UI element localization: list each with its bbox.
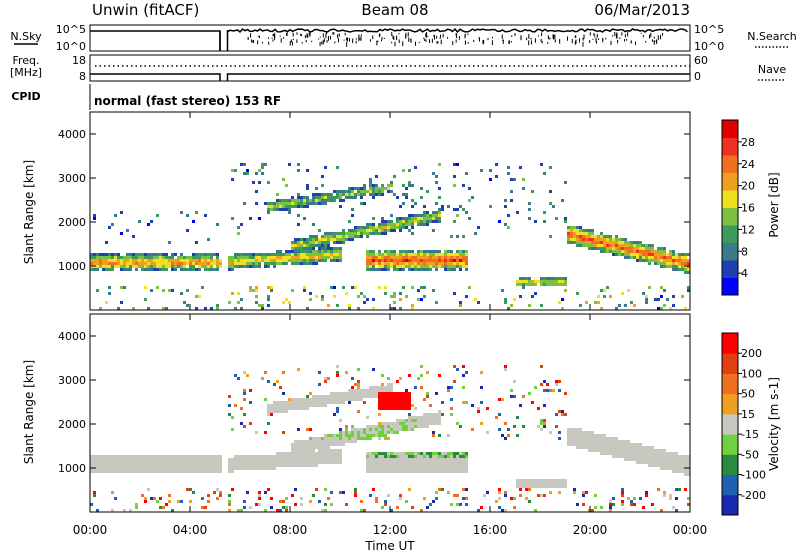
- colorbar-swatch: [722, 333, 738, 354]
- y-tick-label: 2000: [58, 418, 86, 431]
- colorbar-swatch: [722, 474, 738, 496]
- y-tick-label: 3000: [58, 374, 86, 387]
- colorbar-tick-label: 28: [741, 136, 755, 149]
- freq-right-tick-bottom: 0: [694, 70, 701, 83]
- x-axis-ticks: 00:00 04:00 08:00 12:00 16:00 20:00 00:00: [73, 112, 708, 537]
- x-tick-label: 12:00: [373, 523, 408, 537]
- noise-traces: [90, 28, 688, 51]
- power-y-label: Slant Range [km]: [22, 160, 36, 264]
- colorbar-swatch: [722, 120, 738, 138]
- colorbar-tick-label: 15: [741, 408, 755, 421]
- colorbar-tick-label: 4: [741, 267, 748, 280]
- colorbar-swatch: [722, 413, 738, 435]
- x-tick-label: 08:00: [273, 523, 308, 537]
- colorbar-tick-label: 50: [741, 388, 755, 401]
- velocity-heatmap: [90, 365, 690, 512]
- freq-traces: [90, 65, 690, 81]
- colorbar-tick-label: 200: [741, 347, 762, 360]
- power-y-ticks: 1000 2000 3000 4000: [58, 128, 690, 273]
- colorbar-tick-label: 16: [741, 202, 755, 215]
- x-tick-label: 16:00: [473, 523, 508, 537]
- noise-search-label: N.Search: [747, 30, 797, 43]
- date-title: 06/Mar/2013: [594, 1, 690, 19]
- x-tick-label: 04:00: [173, 523, 208, 537]
- velocity-y-ticks: 1000 2000 3000 4000: [58, 330, 690, 475]
- colorbar-tick-label: 12: [741, 223, 755, 236]
- colorbar-swatch: [722, 260, 738, 278]
- noise-right-tick-top: 10^5: [694, 23, 724, 36]
- freq-left-tick-bottom: 8: [79, 70, 86, 83]
- cpid-label: CPID: [11, 90, 40, 103]
- colorbar-swatch: [722, 172, 738, 191]
- colorbar-tick-label: 20: [741, 180, 755, 193]
- noise-right-tick-bottom: 10^0: [694, 40, 724, 53]
- colorbar-swatch: [722, 277, 738, 296]
- x-tick-label: 20:00: [573, 523, 608, 537]
- x-tick-label: 00:00: [73, 523, 108, 537]
- colorbar-swatch: [722, 373, 738, 395]
- freq-label-line1: Freq.: [12, 54, 39, 67]
- colorbar-swatch: [722, 137, 738, 156]
- colorbar-swatch: [722, 155, 738, 173]
- x-tick-label: 00:00: [673, 523, 708, 537]
- noise-sky-label: N.Sky: [10, 30, 42, 43]
- y-tick-label: 1000: [58, 260, 86, 273]
- colorbar-tick-label: 24: [741, 158, 755, 171]
- colorbar-tick-label: 100: [741, 367, 762, 380]
- colorbar-tick-label: -15: [741, 428, 759, 441]
- velocity-colorbar: 200 100 50 15 -15 -50 -100 -200: [721, 332, 766, 516]
- freq-label-line2: [MHz]: [10, 66, 42, 79]
- colorbar-swatch: [722, 207, 738, 226]
- freq-panel: Freq. [MHz] 18 8 60 0 Nave: [10, 54, 786, 83]
- station-title: Unwin (fitACF): [92, 1, 199, 19]
- y-tick-label: 3000: [58, 172, 86, 185]
- colorbar-tick-label: -50: [741, 448, 759, 461]
- colorbar-swatch: [722, 190, 738, 208]
- colorbar-swatch: [722, 393, 738, 415]
- colorbar-swatch: [722, 353, 738, 374]
- colorbar-tick-label: -200: [741, 489, 766, 502]
- y-tick-label: 1000: [58, 462, 86, 475]
- noise-left-tick-top: 10^5: [56, 23, 86, 36]
- freq-left-tick-top: 18: [72, 54, 86, 67]
- y-tick-label: 4000: [58, 128, 86, 141]
- freq-right-tick-top: 60: [694, 54, 708, 67]
- noise-left-tick-bottom: 10^0: [56, 40, 86, 53]
- colorbar-swatch: [722, 225, 738, 243]
- colorbar-swatch: [722, 454, 738, 476]
- y-tick-label: 2000: [58, 216, 86, 229]
- colorbar-swatch: [722, 494, 738, 516]
- velocity-panel: 1000 2000 3000 4000 Slant Range [km] 200 100…: [22, 313, 781, 516]
- colorbar-swatch: [722, 242, 738, 261]
- velocity-colorbar-label: Velocity [m s-1]: [767, 377, 781, 471]
- power-colorbar-label: Power [dB]: [767, 172, 781, 237]
- velocity-y-label: Slant Range [km]: [22, 360, 36, 464]
- colorbar-swatch: [722, 434, 738, 455]
- power-heatmap: [90, 163, 690, 310]
- cpid-text: normal (fast stereo) 153 RF: [94, 94, 281, 108]
- x-axis-label: Time UT: [364, 539, 415, 553]
- colorbar-tick-label: 8: [741, 245, 748, 258]
- y-tick-label: 4000: [58, 330, 86, 343]
- nave-label: Nave: [758, 63, 786, 76]
- noise-panel: N.Sky 10^5 10^0 10^5 10^0 N.Search: [10, 23, 796, 53]
- power-colorbar: 4 8 12 16 20 24 28: [721, 119, 755, 296]
- colorbar-tick-label: -100: [741, 469, 766, 482]
- beam-title: Beam 08: [361, 1, 428, 19]
- power-panel: 1000 2000 3000 4000 Slant Range [km] 4 8 12 16…: [22, 111, 781, 311]
